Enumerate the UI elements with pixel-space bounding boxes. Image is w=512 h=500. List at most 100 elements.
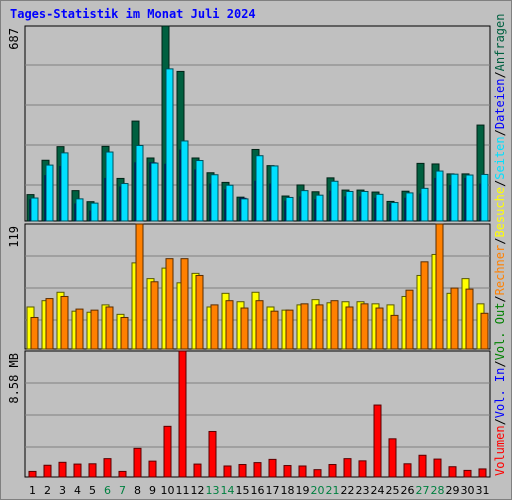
bar-volumen <box>328 464 337 478</box>
bar-volumen <box>223 465 232 478</box>
bar-seiten <box>60 152 69 222</box>
bar-rechner <box>255 300 264 350</box>
x-tick-label: 15 <box>236 484 250 497</box>
bar-rechner <box>180 258 189 350</box>
bar-volumen <box>418 454 427 478</box>
bar-seiten <box>30 197 39 222</box>
bar-rechner <box>210 304 219 350</box>
bar-seiten <box>120 183 129 222</box>
bar-seiten <box>90 202 99 222</box>
x-tick-label: 10 <box>161 484 175 497</box>
bar-volumen <box>373 404 382 478</box>
bar-seiten <box>270 165 279 222</box>
legend-separator: / <box>493 71 507 78</box>
bar-volumen <box>463 469 472 478</box>
x-tick-label: 19 <box>296 484 310 497</box>
bar-volumen <box>298 465 307 478</box>
bar-seiten <box>75 198 84 222</box>
x-tick-label: 14 <box>221 484 235 497</box>
x-tick-label: 2 <box>44 484 51 497</box>
bar-volumen <box>58 461 67 478</box>
bar-seiten <box>330 180 339 222</box>
bar-seiten <box>255 155 264 222</box>
bar-volumen <box>178 350 187 478</box>
x-tick-label: 3 <box>59 484 66 497</box>
bar-volumen <box>43 464 52 478</box>
x-tick-label: 31 <box>476 484 490 497</box>
legend-entry: Anfragen <box>493 14 507 72</box>
x-tick-label: 4 <box>74 484 81 497</box>
bar-seiten <box>300 190 309 222</box>
bar-volumen <box>148 460 157 478</box>
x-tick-label: 26 <box>401 484 415 497</box>
x-tick-label: 11 <box>176 484 190 497</box>
bar-volumen <box>448 466 457 478</box>
bar-rechner <box>390 314 399 350</box>
x-tick-label: 13 <box>206 484 220 497</box>
bar-seiten <box>390 202 399 222</box>
bar-volumen <box>163 425 172 478</box>
chart-title: Tages-Statistik im Monat Juli 2024 <box>10 7 256 21</box>
bar-rechner <box>315 304 324 350</box>
bar-rechner <box>75 308 84 350</box>
x-tick-label: 27 <box>416 484 430 497</box>
legend-separator: / <box>493 129 507 136</box>
bar-rechner <box>225 300 234 350</box>
bar-rechner <box>465 288 474 350</box>
x-tick-label: 28 <box>431 484 445 497</box>
x-tick-label: 25 <box>386 484 400 497</box>
x-tick-label: 1 <box>29 484 36 497</box>
bar-rechner <box>450 287 459 350</box>
bar-rechner <box>360 303 369 350</box>
x-tick-label: 5 <box>89 484 96 497</box>
bar-rechner <box>45 298 54 350</box>
bar-volumen <box>193 463 202 478</box>
bar-rechner <box>60 295 69 350</box>
x-tick-label: 12 <box>191 484 205 497</box>
bar-seiten <box>135 144 144 222</box>
bar-volumen <box>118 470 127 478</box>
bar-rechner <box>405 289 414 350</box>
bar-volumen <box>343 458 352 478</box>
bar-rechner <box>150 281 159 350</box>
legend-separator: / <box>493 180 507 187</box>
bar-seiten <box>105 151 114 222</box>
bar-volumen <box>433 458 442 478</box>
bar-seiten <box>315 194 324 222</box>
bar-seiten <box>180 140 189 222</box>
x-tick-label: 20 <box>311 484 325 497</box>
bar-rechner <box>480 312 489 350</box>
bar-seiten <box>345 190 354 222</box>
bar-volumen <box>88 463 97 478</box>
bar-volumen <box>28 470 37 478</box>
legend-separator: / <box>493 418 507 425</box>
bar-rechner <box>105 306 114 350</box>
bar-seiten <box>465 174 474 222</box>
bar-seiten <box>435 170 444 222</box>
bar-rechner <box>90 309 99 350</box>
bar-seiten <box>45 164 54 222</box>
y-max-label-middle: 119 <box>7 226 21 248</box>
bar-rechner <box>345 306 354 350</box>
bar-volumen <box>358 460 367 478</box>
bar-seiten <box>450 173 459 222</box>
x-tick-label: 8 <box>134 484 141 497</box>
bar-rechner <box>420 261 429 350</box>
bar-seiten <box>225 184 234 222</box>
bar-seiten <box>210 174 219 222</box>
y-max-label-bottom: 8.58 MB <box>7 353 21 404</box>
x-tick-label: 22 <box>341 484 355 497</box>
bar-rechner <box>375 307 384 350</box>
bar-volumen <box>238 464 247 478</box>
x-tick-label: 29 <box>446 484 460 497</box>
bar-rechner <box>165 258 174 350</box>
bar-volumen <box>388 438 397 478</box>
x-tick-label: 30 <box>461 484 475 497</box>
bar-seiten <box>405 192 414 222</box>
bar-seiten <box>240 198 249 222</box>
legend-separator: / <box>493 238 507 245</box>
bar-rechner <box>270 310 279 350</box>
bar-volumen <box>253 462 262 478</box>
x-tick-label: 9 <box>149 484 156 497</box>
legend-entry: Vol. In <box>493 368 507 419</box>
